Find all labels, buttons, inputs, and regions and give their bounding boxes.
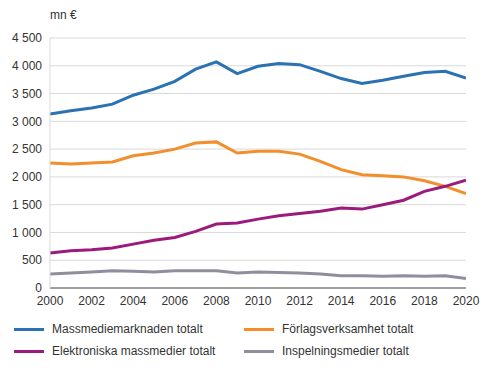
svg-text:2016: 2016 <box>369 294 396 308</box>
html-text:Elektroniska massmedier totalt: Elektroniska massmedier totalt <box>52 344 216 358</box>
svg-text:2006: 2006 <box>161 294 188 308</box>
html-text:mn €: mn € <box>50 8 77 22</box>
svg-text:2020: 2020 <box>453 294 480 308</box>
svg-text:2000: 2000 <box>37 294 64 308</box>
svg-text:2 500: 2 500 <box>12 142 42 156</box>
html-text:Förlagsverksamhet totalt: Förlagsverksamhet totalt <box>282 322 414 336</box>
svg-text:500: 500 <box>22 253 42 267</box>
svg-text:2 000: 2 000 <box>12 170 42 184</box>
svg-text:3 000: 3 000 <box>12 115 42 129</box>
svg-text:2018: 2018 <box>411 294 438 308</box>
svg-text:3 500: 3 500 <box>12 87 42 101</box>
svg-text:1 500: 1 500 <box>12 198 42 212</box>
svg-text:2010: 2010 <box>245 294 272 308</box>
svg-text:2012: 2012 <box>286 294 313 308</box>
svg-text:4 500: 4 500 <box>12 31 42 45</box>
svg-text:1 000: 1 000 <box>12 226 42 240</box>
svg-text:2004: 2004 <box>120 294 147 308</box>
svg-text:4 000: 4 000 <box>12 59 42 73</box>
svg-text:2008: 2008 <box>203 294 230 308</box>
svg-text:2002: 2002 <box>78 294 105 308</box>
svg-text:0: 0 <box>35 281 42 295</box>
html-text:Inspelningsmedier totalt: Inspelningsmedier totalt <box>282 344 409 358</box>
svg-text:2014: 2014 <box>328 294 355 308</box>
html-text:Massmediemarknaden totalt: Massmediemarknaden totalt <box>52 322 203 336</box>
